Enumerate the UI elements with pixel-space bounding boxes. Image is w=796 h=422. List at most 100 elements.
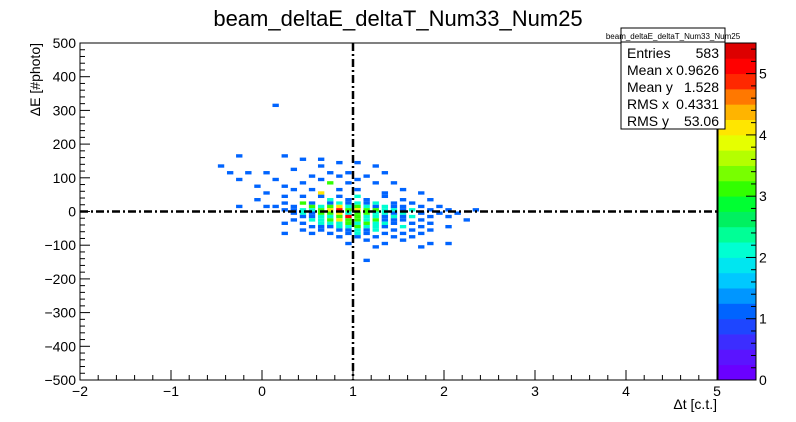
heatmap-bin — [390, 214, 398, 219]
heatmap-bin — [317, 228, 325, 232]
heatmap-bin — [290, 167, 298, 172]
heatmap-bin — [336, 194, 343, 199]
heatmap-bin — [272, 177, 279, 182]
heatmap-bin — [290, 211, 298, 215]
heatmap-bin — [399, 204, 407, 209]
heatmap-bin — [363, 258, 370, 263]
heatmap-bin — [381, 171, 389, 175]
heatmap-bin — [363, 214, 370, 219]
heatmap-bin — [236, 154, 243, 158]
heatmap-bin — [363, 228, 370, 232]
colorbar-tick-label: 2 — [759, 249, 767, 265]
heatmap-bin — [217, 164, 225, 168]
heatmap-bin — [399, 198, 407, 202]
heatmap-bin — [345, 221, 352, 225]
colorbar-segment — [718, 88, 756, 105]
heatmap-bin — [354, 208, 361, 212]
stats-box: beam_deltaE_deltaT_Num33_Num25 Entries 58… — [606, 27, 741, 130]
colorbar-segment — [718, 334, 756, 350]
heatmap-bin — [390, 228, 398, 232]
heatmap-bin — [390, 181, 398, 185]
axes: −2 −1 0 1 2 3 4 5 500 400 300 200 100 0 −100 −200 −300 −4… — [44, 35, 721, 399]
heatmap-bin — [372, 228, 379, 232]
heatmap-bin — [299, 157, 307, 161]
stats-value: 0.4331 — [676, 96, 719, 112]
heatmap-bin — [327, 211, 334, 215]
heatmap-bin — [463, 218, 470, 222]
heatmap-bin — [354, 224, 361, 229]
heatmap-bin — [354, 221, 361, 225]
stats-box-title: beam_deltaE_deltaT_Num33_Num25 — [606, 32, 741, 41]
heatmap-bin — [345, 181, 352, 185]
heatmap-bin — [354, 228, 361, 232]
heatmap-bin — [327, 221, 334, 225]
heatmap-bin — [281, 201, 288, 205]
heatmap-bins — [217, 103, 480, 263]
heatmap-bin — [327, 218, 334, 222]
heatmap-bin — [354, 194, 361, 199]
heatmap-bin — [427, 228, 434, 232]
heatmap-bin — [354, 214, 361, 219]
heatmap-bin — [445, 224, 452, 229]
x-tick-label: 1 — [349, 383, 357, 399]
heatmap-bin — [327, 204, 334, 209]
x-tick-label: 3 — [531, 383, 539, 399]
x-axis-label: Δt [c.t.] — [673, 396, 717, 412]
heatmap-bin — [381, 231, 389, 236]
heatmap-bin — [418, 211, 425, 215]
colorbar-segment — [718, 257, 756, 274]
y-tick-label: −500 — [44, 372, 76, 388]
heatmap-bin — [345, 198, 352, 202]
heatmap-bin — [317, 194, 325, 199]
heatmap-bin — [308, 204, 316, 209]
heatmap-bin — [345, 224, 352, 229]
colorbar-segment — [718, 150, 756, 166]
heatmap-bin — [381, 211, 389, 215]
colorbar-segment — [718, 211, 756, 228]
heatmap-bin — [381, 194, 389, 199]
heatmap-bin — [445, 208, 452, 212]
heatmap-bin — [354, 160, 361, 165]
heatmap-bin — [354, 187, 361, 192]
heatmap-bin — [336, 201, 343, 205]
y-tick-label: 400 — [53, 69, 77, 85]
heatmap-bin — [408, 235, 416, 239]
heatmap-bin — [472, 208, 480, 212]
reference-lines — [80, 43, 717, 380]
colorbar-frame — [717, 42, 757, 381]
colorbar-segment — [718, 303, 756, 320]
heatmap-bin — [408, 228, 416, 232]
heatmap-bin — [372, 201, 379, 205]
heatmap-bin — [372, 245, 379, 249]
heatmap-bin — [299, 194, 307, 199]
heatmap-bin — [390, 204, 398, 209]
heatmap-bin — [418, 245, 425, 249]
heatmap-bin — [308, 211, 316, 215]
colorbar-segment — [718, 288, 756, 304]
heatmap-bin — [418, 218, 425, 222]
heatmap-bin — [336, 224, 343, 229]
heatmap-bin — [345, 204, 352, 209]
heatmap-bin — [390, 201, 398, 205]
heatmap-bin — [445, 214, 452, 219]
y-tick-label: −400 — [44, 338, 76, 354]
heatmap-bin — [226, 171, 234, 175]
heatmap-bin — [418, 224, 425, 229]
heatmap-bin — [381, 241, 389, 246]
colorbar-segment — [718, 364, 756, 381]
stats-value: 0.9626 — [676, 62, 719, 78]
heatmap-bin — [372, 218, 379, 222]
heatmap-bin — [317, 164, 325, 168]
heatmap-bin — [308, 187, 316, 192]
heatmap-bin — [245, 171, 252, 175]
heatmap-bin — [363, 204, 370, 209]
heatmap-bin — [327, 208, 334, 212]
x-tick-label: 4 — [622, 383, 630, 399]
heatmap-bin — [336, 204, 343, 209]
heatmap-bin — [308, 174, 316, 178]
y-tick-label: 0 — [68, 204, 76, 220]
heatmap-bin — [445, 241, 452, 246]
heatmap-bin — [372, 235, 379, 239]
heatmap-bin — [336, 211, 343, 215]
heatmap-bin — [399, 224, 407, 229]
